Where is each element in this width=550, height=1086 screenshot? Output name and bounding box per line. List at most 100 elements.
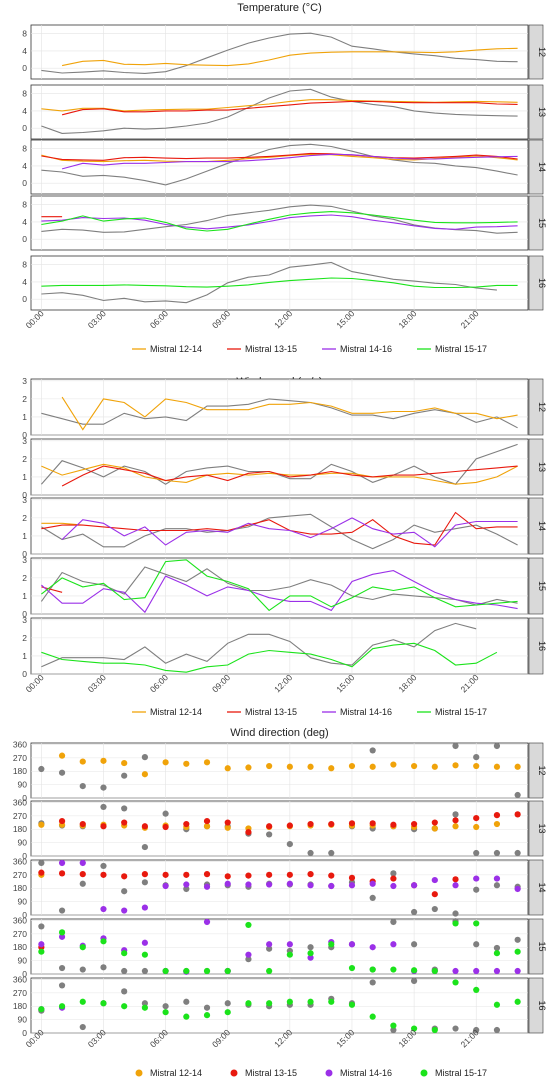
point [100,757,107,764]
y-tick-label: 90 [18,956,28,966]
point [183,1013,190,1020]
panel-strip [528,378,544,436]
point [100,938,107,945]
point [473,762,480,770]
point [431,967,438,975]
point [514,885,521,893]
point [452,742,459,750]
series-line [40,566,518,606]
point [348,964,356,972]
series-line [41,398,518,429]
point [411,762,418,770]
y-tick-label: 360 [13,915,27,925]
point [390,870,397,877]
y-tick-label: 0 [22,969,27,979]
point [328,765,335,772]
point [473,986,480,993]
point [183,871,190,878]
y-tick-label: 270 [13,929,27,939]
legend-label: Mistral 12-14 [150,1068,202,1078]
legend-item: Mistral 12-14 [132,707,202,717]
series-line [41,88,518,134]
point [38,923,45,930]
panel-strip-label: 16 [537,641,547,651]
point [245,881,252,888]
point [100,964,107,971]
point [203,967,211,975]
legend-label: Mistral 15-17 [435,1068,487,1078]
point [493,875,501,882]
point [452,817,459,824]
point [514,791,521,799]
point [307,763,314,770]
point [411,967,418,974]
point [58,1003,66,1010]
panel-background [30,438,529,496]
panel-background [30,557,529,615]
panel-strip-label: 13 [537,107,547,117]
y-tick-label: 8 [22,89,27,99]
point [141,967,148,975]
point [224,1009,231,1016]
panel-strip [528,438,544,496]
point [245,951,252,958]
point [224,880,231,887]
panel-strip-label: 14 [537,521,547,531]
point [307,820,314,828]
y-tick-label: 0 [22,910,27,920]
y-tick-label: 180 [13,883,27,893]
x-tick-label: 06:00 [148,308,170,330]
chart-2: Wind direction (deg) 0 90 180 270 360 12 0 90 180… [13,727,547,1078]
point [38,941,45,948]
series-line [41,261,497,304]
panel-16: 0 4 8 16 [22,255,547,311]
point [369,763,376,770]
y-tick-label: 2 [22,573,27,583]
panel-14: 0 90 180 270 360 14 [13,856,547,920]
point [431,1026,438,1034]
y-tick-label: 1 [22,472,27,482]
point [390,918,397,926]
series-line [41,522,83,526]
y-tick-label: 0 [22,851,27,861]
point [100,905,107,913]
point [452,967,459,975]
y-tick-label: 4 [22,277,27,287]
legend-label: Mistral 12-14 [150,707,202,717]
point [348,820,356,827]
point [369,894,376,902]
panel-strip [528,24,544,80]
point [141,871,148,878]
y-tick-label: 0 [22,669,27,679]
panel-14: 0 1 2 3 14 [22,495,547,559]
point [390,875,397,882]
point [266,831,273,838]
y-tick-label: 2 [22,454,27,464]
point [58,870,66,877]
point [121,888,128,895]
point [121,907,128,914]
point [79,783,86,790]
point [141,843,148,851]
point [473,920,480,927]
point [224,873,231,880]
series-line [41,570,518,614]
y-tick-label: 180 [13,942,27,952]
y-tick-label: 0 [22,793,27,803]
point [266,1000,273,1007]
panel-strip-label: 13 [537,823,547,833]
point [245,872,252,879]
point [328,882,335,890]
panel-strip-label: 16 [537,278,547,288]
point [452,823,459,830]
point [183,885,190,893]
y-tick-label: 360 [13,856,27,866]
point [493,742,501,750]
y-tick-label: 270 [13,753,27,763]
x-tick-label: 03:00 [86,672,108,694]
point [473,814,480,822]
point [266,941,273,948]
point [286,871,293,878]
panel-12: 0 90 180 270 360 12 [13,739,547,803]
